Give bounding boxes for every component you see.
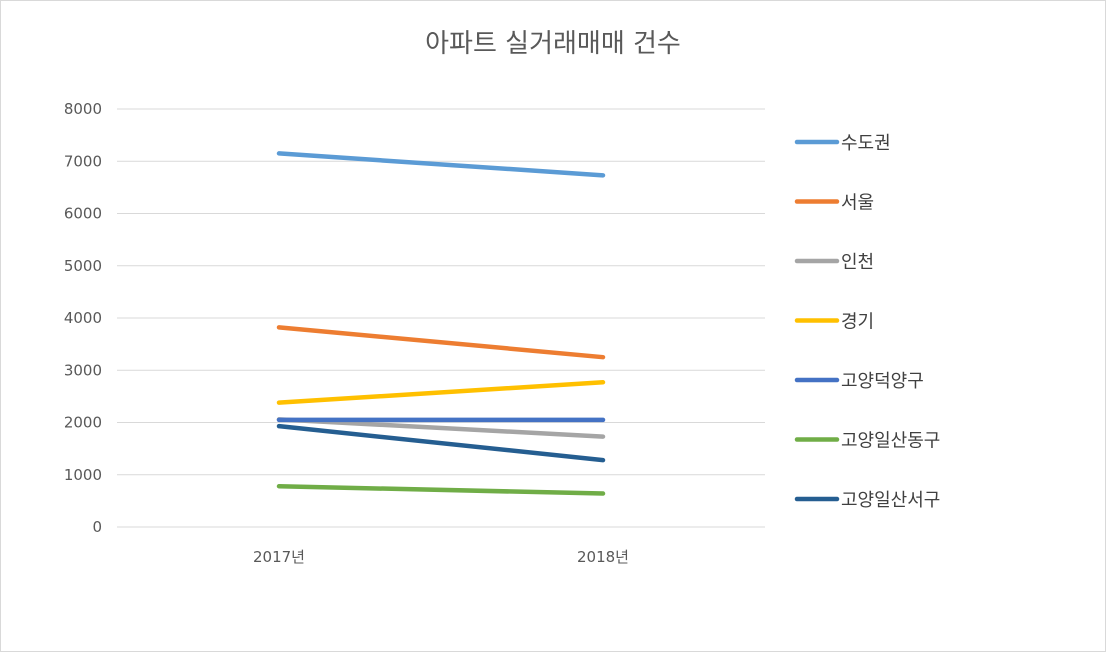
series-line-7	[276, 423, 606, 463]
legend-label: 고양덕양구	[841, 371, 924, 392]
axis-layer: 0 1000 2000 3000 4000 5000 6000 7000 8000 2017년 20…	[64, 100, 629, 566]
legend-label: 서울	[841, 193, 874, 214]
chart-title: 아파트 실거래매매 건수	[425, 29, 681, 59]
y-tick-label: 6000	[64, 205, 102, 223]
x-tick-label: 2018년	[577, 548, 629, 566]
y-tick-label: 0	[92, 518, 102, 536]
y-tick-label: 4000	[64, 309, 102, 327]
x-tick-label: 2017년	[253, 548, 305, 566]
series-line-2	[276, 325, 606, 360]
y-tick-label: 1000	[64, 466, 102, 484]
y-tick-label: 8000	[64, 100, 102, 118]
legend-label: 고양일산동구	[841, 431, 940, 452]
y-tick-label: 3000	[64, 361, 102, 379]
legend-label: 수도권	[841, 133, 891, 154]
legend-label: 고양일산서구	[841, 490, 940, 511]
y-tick-label: 5000	[64, 257, 102, 275]
grid-layer	[117, 108, 765, 528]
series-line-6	[276, 483, 606, 496]
series-line-4	[276, 380, 606, 405]
series-line-1	[276, 151, 606, 178]
y-tick-label: 2000	[64, 414, 102, 432]
y-tick-label: 7000	[64, 152, 102, 170]
series-layer	[276, 151, 606, 496]
legend-label: 인천	[841, 252, 874, 273]
legend-label: 경기	[841, 312, 874, 333]
series-line-3	[276, 417, 606, 439]
